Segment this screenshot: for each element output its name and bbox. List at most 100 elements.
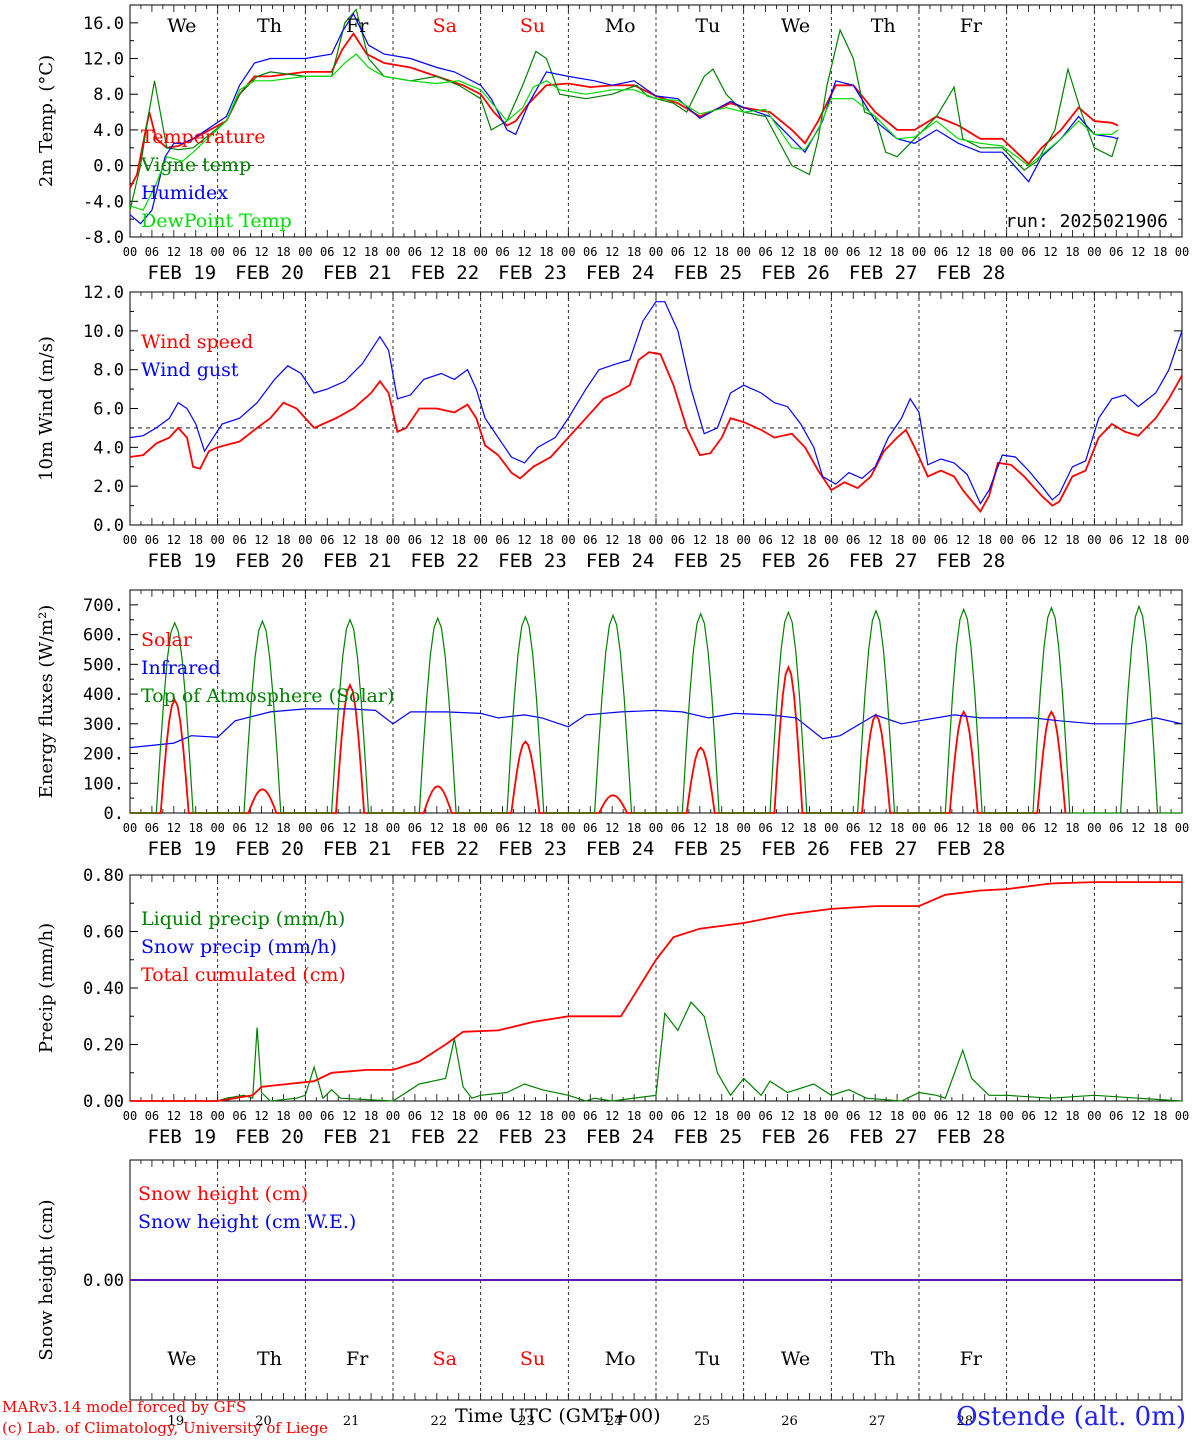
hour-tick-label: 00 — [999, 533, 1013, 547]
hour-tick-label: 12 — [780, 1109, 794, 1123]
y-tick-label: 10.0 — [83, 322, 124, 342]
hour-tick-label: 12 — [956, 821, 970, 835]
hour-tick-label: 00 — [473, 821, 487, 835]
hour-tick-label: 18 — [627, 821, 641, 835]
hour-tick-label: 00 — [649, 245, 663, 259]
hour-tick-label: 12 — [693, 821, 707, 835]
hour-tick-label: 18 — [890, 245, 904, 259]
hour-tick-label: 12 — [780, 821, 794, 835]
hour-tick-label: 00 — [386, 533, 400, 547]
legend-entry: Top of Atmosphere (Solar) — [141, 685, 394, 707]
date-label: FEB 28 — [937, 838, 1006, 860]
hour-tick-label: 18 — [802, 821, 816, 835]
y-tick-label: 12.0 — [83, 50, 124, 70]
hour-tick-label: 00 — [386, 821, 400, 835]
hour-tick-label: 18 — [364, 533, 378, 547]
bottom-weekday-label: Th — [257, 1348, 282, 1370]
hour-tick-label: 06 — [1109, 245, 1123, 259]
lab-credit: (c) Lab. of Climatology, University of L… — [2, 1419, 328, 1437]
hour-tick-label: 06 — [320, 245, 334, 259]
bottom-weekday-label: Fr — [960, 1348, 983, 1370]
hour-tick-label: 12 — [780, 533, 794, 547]
weekday-label: Fr — [346, 15, 369, 37]
bottom-date-label: 28 — [957, 1414, 974, 1429]
y-tick-label: 12.0 — [83, 283, 124, 303]
hour-tick-label: 06 — [145, 821, 159, 835]
y-tick-label: 100. — [83, 774, 124, 794]
bottom-date-label: 24 — [606, 1414, 623, 1429]
date-label: FEB 21 — [323, 550, 392, 572]
hour-tick-label: 00 — [386, 1109, 400, 1123]
hour-tick-label: 12 — [342, 821, 356, 835]
hour-tick-label: 06 — [320, 1109, 334, 1123]
date-label: FEB 24 — [586, 1126, 655, 1148]
hour-tick-label: 12 — [430, 245, 444, 259]
hour-tick-label: 00 — [1087, 245, 1101, 259]
y-axis-label-wind: 10m Wind (m/s) — [36, 336, 57, 481]
hour-tick-label: 12 — [517, 1109, 531, 1123]
hour-tick-label: 00 — [999, 1109, 1013, 1123]
series-line-top-of-atmosphere-solar- — [130, 604, 1182, 814]
hour-tick-label: 18 — [1065, 821, 1079, 835]
date-label: FEB 23 — [498, 838, 567, 860]
hour-tick-label: 12 — [342, 1109, 356, 1123]
legend-entry: Snow precip (mm/h) — [141, 936, 337, 958]
hour-tick-label: 18 — [1065, 533, 1079, 547]
date-label: FEB 24 — [586, 550, 655, 572]
hour-tick-label: 12 — [1043, 533, 1057, 547]
hour-tick-label: 12 — [693, 1109, 707, 1123]
hour-tick-label: 06 — [671, 533, 685, 547]
hour-tick-label: 06 — [145, 1109, 159, 1123]
y-tick-label: 600. — [83, 626, 124, 646]
hour-tick-label: 00 — [298, 821, 312, 835]
hour-tick-label: 00 — [1175, 1109, 1189, 1123]
series-group-energy — [129, 604, 1183, 814]
hour-tick-label: 06 — [1109, 533, 1123, 547]
series-group-temp — [129, 8, 1119, 225]
hour-tick-label: 00 — [649, 821, 663, 835]
date-label: FEB 28 — [937, 1126, 1006, 1148]
hour-tick-label: 18 — [189, 821, 203, 835]
y-tick-label: -8.0 — [83, 228, 124, 248]
bottom-weekday-label: Tu — [695, 1348, 720, 1370]
hour-tick-label: 00 — [649, 1109, 663, 1123]
y-tick-label: 700. — [83, 596, 124, 616]
y-axis-label-temp: 2m Temp. (°C) — [36, 55, 57, 187]
legend-entry: Infrared — [141, 657, 221, 679]
date-label: FEB 19 — [148, 550, 217, 572]
hour-tick-label: 06 — [1021, 821, 1035, 835]
series-line-wind-gust — [129, 301, 1183, 505]
hour-tick-label: 00 — [736, 533, 750, 547]
bottom-weekday-label: We — [781, 1348, 810, 1370]
bottom-weekday-label: Su — [520, 1348, 545, 1370]
hour-tick-label: 18 — [802, 1109, 816, 1123]
hour-tick-label: 12 — [605, 821, 619, 835]
date-label: FEB 25 — [674, 262, 743, 284]
date-label: FEB 20 — [235, 550, 304, 572]
hour-tick-label: 12 — [693, 245, 707, 259]
y-tick-label: -4.0 — [83, 192, 124, 212]
hour-tick-label: 18 — [715, 533, 729, 547]
legend-entry: Snow height (cm W.E.) — [138, 1211, 356, 1233]
hour-tick-label: 12 — [780, 245, 794, 259]
weekday-label: Tu — [695, 15, 720, 37]
date-label: FEB 21 — [323, 262, 392, 284]
hour-tick-label: 06 — [320, 533, 334, 547]
weekday-label: Fr — [960, 15, 983, 37]
bottom-weekday-label: Mo — [605, 1348, 636, 1370]
hour-tick-label: 00 — [473, 533, 487, 547]
hour-tick-label: 00 — [386, 245, 400, 259]
legend-entry: Total cumulated (cm) — [141, 964, 346, 986]
hour-tick-label: 06 — [934, 245, 948, 259]
hour-tick-label: 12 — [1131, 1109, 1145, 1123]
hour-tick-label: 18 — [802, 245, 816, 259]
series-group-precip — [130, 881, 1183, 1102]
date-label: FEB 20 — [235, 838, 304, 860]
date-label: FEB 28 — [937, 550, 1006, 572]
hour-tick-label: 12 — [254, 533, 268, 547]
date-label: FEB 23 — [498, 1126, 567, 1148]
hour-tick-label: 00 — [912, 533, 926, 547]
hour-tick-label: 06 — [408, 533, 422, 547]
hour-tick-label: 12 — [167, 821, 181, 835]
model-credit: MARv3.14 model forced by GFS — [2, 1398, 247, 1416]
